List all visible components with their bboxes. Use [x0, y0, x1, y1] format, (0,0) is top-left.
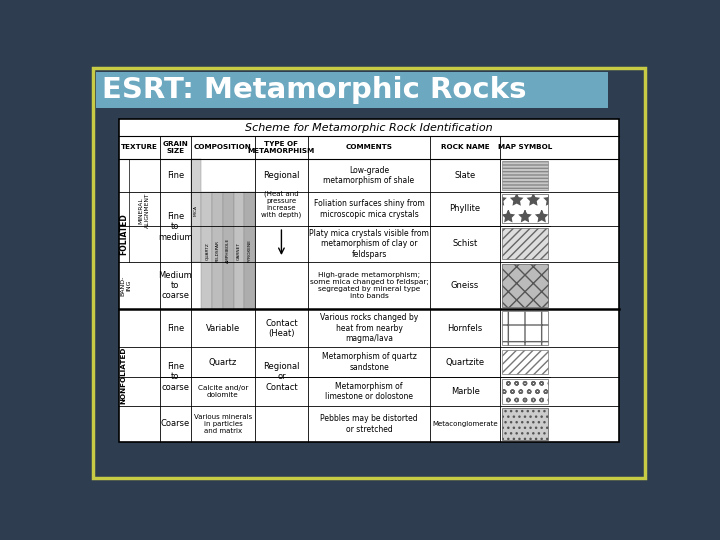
Text: Various minerals
in particles
and matrix: Various minerals in particles and matrix: [194, 414, 252, 434]
Text: High-grade metamorphism;
some mica changed to feldspar;
segregated by mineral ty: High-grade metamorphism; some mica chang…: [310, 272, 428, 299]
Text: Quartz: Quartz: [209, 357, 237, 367]
Text: FELDSPAR: FELDSPAR: [215, 240, 220, 262]
Bar: [233, 192, 244, 309]
Text: MICA: MICA: [194, 205, 198, 216]
Text: Regional
or
Contact: Regional or Contact: [264, 362, 300, 392]
Text: Hornfels: Hornfels: [447, 324, 482, 333]
Text: GRAIN
SIZE: GRAIN SIZE: [163, 141, 188, 154]
Text: Metaconglomerate: Metaconglomerate: [432, 421, 498, 427]
Bar: [503, 264, 548, 307]
Bar: [191, 159, 202, 262]
Text: Various rocks changed by
heat from nearby
magma/lava: Various rocks changed by heat from nearb…: [320, 313, 418, 343]
Text: Slate: Slate: [454, 171, 476, 180]
Bar: [503, 228, 548, 260]
Text: Scheme for Metamorphic Rock Identification: Scheme for Metamorphic Rock Identificati…: [246, 123, 492, 133]
Bar: [503, 312, 548, 345]
Text: Pebbles may be distorted
or stretched: Pebbles may be distorted or stretched: [320, 414, 418, 434]
Text: Phyllite: Phyllite: [449, 204, 481, 213]
Text: Metamorphism of quartz
sandstone: Metamorphism of quartz sandstone: [322, 352, 416, 372]
Text: Foliation surfaces shiny from
microscopic mica crystals: Foliation surfaces shiny from microscopi…: [314, 199, 424, 219]
Text: BAND-
ING: BAND- ING: [120, 275, 131, 295]
Bar: [503, 408, 548, 440]
Text: Fine
to
coarse: Fine to coarse: [161, 362, 189, 392]
Text: Calcite and/or
dolomite: Calcite and/or dolomite: [198, 385, 248, 398]
Text: Fine
to
medium: Fine to medium: [158, 212, 192, 242]
Text: Fine: Fine: [166, 171, 184, 180]
Bar: [96, 72, 608, 108]
Text: Schist: Schist: [452, 239, 478, 248]
Text: Fine: Fine: [166, 324, 184, 333]
Text: ESRT: Metamorphic Rocks: ESRT: Metamorphic Rocks: [102, 76, 527, 104]
Text: GARNET: GARNET: [237, 241, 241, 260]
Text: Metamorphism of
limestone or dolostone: Metamorphism of limestone or dolostone: [325, 382, 413, 401]
Bar: [503, 379, 548, 403]
Text: AMPHIBOLE: AMPHIBOLE: [226, 238, 230, 264]
Text: Regional: Regional: [264, 171, 300, 180]
Text: QUARTZ: QUARTZ: [204, 242, 209, 260]
Text: PYROXENE: PYROXENE: [248, 239, 252, 262]
Text: Gneiss: Gneiss: [451, 281, 480, 290]
Bar: [503, 161, 548, 190]
Text: Quartzite: Quartzite: [446, 357, 485, 367]
Text: MAP SYMBOL: MAP SYMBOL: [498, 144, 552, 150]
Text: NONFOLIATED: NONFOLIATED: [120, 347, 126, 404]
Text: Contact
(Heat): Contact (Heat): [265, 319, 298, 338]
Bar: [223, 192, 233, 309]
Text: FOLIATED: FOLIATED: [119, 213, 128, 255]
Bar: [503, 350, 548, 374]
Bar: [244, 192, 255, 309]
Text: COMMENTS: COMMENTS: [346, 144, 392, 150]
Text: ROCK NAME: ROCK NAME: [441, 144, 490, 150]
Text: (Heat and
pressure
increase
with depth): (Heat and pressure increase with depth): [261, 190, 302, 218]
Bar: [212, 192, 223, 309]
Text: Coarse: Coarse: [161, 420, 190, 429]
Text: Platy mica crystals visible from
metamorphism of clay or
feldspars: Platy mica crystals visible from metamor…: [309, 229, 429, 259]
Text: TYPE OF
METAMORPHISM: TYPE OF METAMORPHISM: [248, 141, 315, 154]
Text: COMPOSITION: COMPOSITION: [194, 144, 252, 150]
Bar: [503, 194, 548, 223]
Text: Marble: Marble: [451, 387, 480, 396]
Text: MINERAL
ALIGNMENT: MINERAL ALIGNMENT: [139, 193, 150, 228]
Text: TEXTURE: TEXTURE: [121, 144, 158, 150]
Bar: [120, 119, 618, 442]
Text: Low-grade
metamorphism of shale: Low-grade metamorphism of shale: [323, 166, 415, 185]
Text: Variable: Variable: [206, 324, 240, 333]
Text: Medium
to
coarse: Medium to coarse: [158, 271, 192, 300]
Bar: [202, 192, 212, 309]
